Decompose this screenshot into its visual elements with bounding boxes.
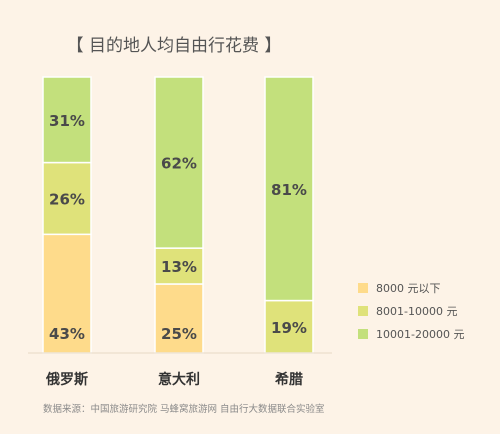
data-label-2-2: 81% [271,181,307,199]
category-label-2: 希腊 [275,371,303,388]
chart-title: 【 目的地人均自由行花费 】 [67,36,282,56]
category-label-0: 俄罗斯 [45,371,88,388]
category-label-1: 意大利 [158,371,200,388]
bars-group: 43% 26% 31% 25% 13% 62% 19% 81% [42,76,314,354]
legend-label-1: 8001-10000 元 [376,305,457,318]
data-label-0-0: 43% [49,325,85,343]
data-label-1-0: 25% [161,325,197,343]
legend-swatch-1 [358,306,368,316]
legend-label-2: 10001-20000 元 [376,328,464,341]
data-source-note: 数据来源：中国旅游研究院 马蜂窝旅游网 自由行大数据联合实验室 [43,403,325,415]
bar-segment-1-2 [154,76,204,249]
bar-segment-1-0 [154,283,204,354]
bar-segment-0-0 [42,233,92,354]
data-label-1-1: 13% [161,258,197,276]
legend-swatch-2 [358,329,368,339]
legend-label-0: 8000 元以下 [376,282,441,295]
legend: 8000 元以下 8001-10000 元 10001-20000 元 [358,282,464,341]
bar-segment-0-1 [42,161,92,236]
data-label-2-1: 19% [271,319,307,337]
category-labels: 俄罗斯 意大利 希腊 [45,371,303,388]
bar-segment-2-2 [264,76,314,302]
data-label-0-2: 31% [49,112,85,130]
bar-segment-0-2 [42,76,92,164]
legend-swatch-0 [358,283,368,293]
data-label-1-2: 62% [161,155,197,173]
data-label-0-1: 26% [49,190,85,208]
